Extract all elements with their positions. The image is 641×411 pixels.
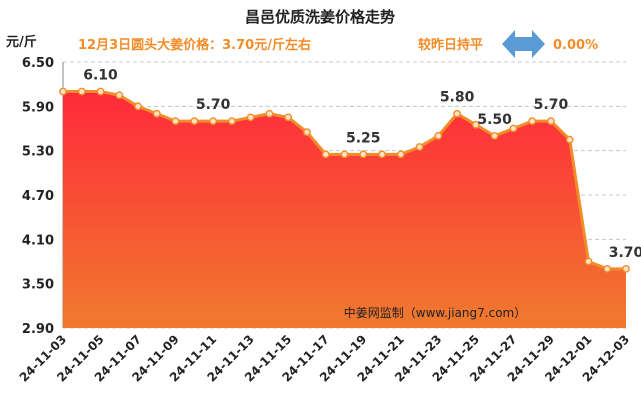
data-point (59, 87, 67, 96)
data-label: 5.50 (477, 112, 512, 128)
data-label: 6.10 (83, 68, 118, 84)
data-point (265, 109, 274, 118)
data-point (134, 102, 142, 111)
data-point (115, 91, 124, 100)
data-point (603, 264, 612, 273)
y-tick-label: 6.50 (22, 56, 54, 71)
data-point (96, 87, 105, 96)
y-tick-label: 5.30 (22, 145, 54, 160)
data-label: 3.70 (609, 245, 641, 261)
y-tick-label: 5.90 (22, 100, 54, 115)
data-point (190, 117, 199, 126)
data-label: 5.80 (440, 90, 475, 106)
data-point (396, 150, 405, 159)
chart-title: 昌邑优质洗姜价格走势 (245, 8, 395, 26)
data-point (471, 120, 480, 129)
data-point (171, 117, 180, 126)
data-label: 5.25 (346, 130, 381, 146)
data-point (340, 150, 349, 159)
data-point (303, 128, 311, 137)
data-point (152, 109, 161, 118)
data-point (528, 117, 537, 126)
data-point (359, 150, 368, 159)
data-point (509, 124, 518, 133)
change-label: 较昨日持平 (418, 37, 483, 53)
data-label: 5.70 (196, 97, 231, 113)
change-value: 0.00% (553, 38, 598, 53)
data-point (622, 264, 630, 273)
data-point (565, 135, 574, 144)
chart-subtitle: 12月3日圆头大姜价格：3.70元/斤左右 (78, 37, 311, 53)
data-point (77, 87, 86, 96)
data-point (321, 150, 330, 159)
data-point (490, 131, 499, 140)
data-point (378, 150, 386, 159)
data-point (584, 257, 593, 266)
data-point (246, 113, 255, 122)
data-point (434, 131, 443, 140)
y-tick-label: 4.70 (22, 189, 54, 204)
data-point (284, 113, 293, 122)
y-tick-label: 4.10 (22, 233, 54, 248)
watermark: 中姜网监制（www.jiang7.com） (344, 305, 526, 320)
data-point (227, 117, 236, 126)
y-tick-label: 2.90 (22, 322, 54, 337)
data-point (209, 117, 218, 126)
y-axis-unit: 元/斤 (6, 34, 37, 50)
data-point (453, 109, 461, 118)
double-arrow-icon (502, 30, 545, 58)
data-point (415, 143, 424, 151)
data-label: 5.70 (534, 97, 569, 113)
y-tick-label: 3.50 (22, 278, 54, 293)
price-area (63, 91, 626, 328)
data-point (547, 117, 555, 126)
